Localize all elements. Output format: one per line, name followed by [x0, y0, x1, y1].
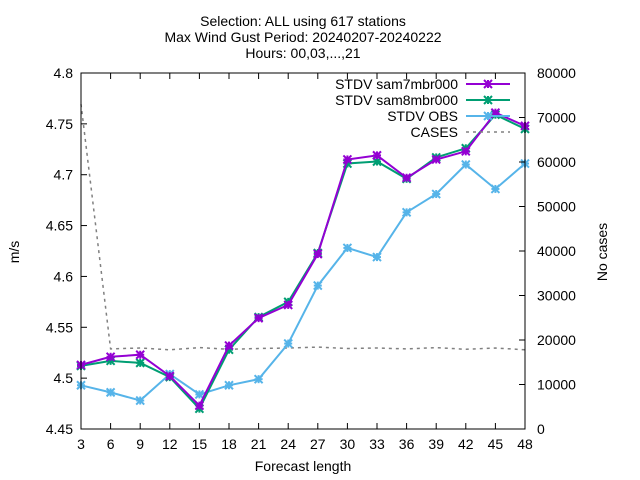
series-group [76, 104, 530, 414]
legend-marker [483, 95, 493, 105]
series-stdv-sam7mbr000-point [313, 249, 323, 259]
title-line-2: Max Wind Gust Period: 20240207-20240222 [164, 29, 441, 45]
y-tick-label: 4.7 [54, 167, 74, 183]
series-stdv-sam7mbr000-point [224, 340, 234, 351]
x-tick-label: 33 [369, 436, 385, 452]
legend-marker [483, 79, 493, 89]
series-stdv-sam7mbr000-point [283, 300, 293, 310]
y-axis-label: m/s [6, 241, 22, 264]
y-tick-label: 4.55 [46, 319, 73, 335]
x-tick-label: 9 [136, 436, 144, 452]
y2-tick-label: 70000 [537, 110, 576, 126]
y2-tick-label: 80000 [537, 65, 576, 81]
axes [80, 72, 526, 430]
x-tick-label: 30 [340, 436, 356, 452]
series-stdv-sam7mbr000-point [165, 371, 175, 381]
series-stdv-obs-line [80, 162, 526, 402]
series-stdv-sam7mbr000-point [431, 154, 441, 165]
series-stdv-obs-point [461, 159, 471, 170]
series-stdv-obs-point [313, 280, 323, 291]
legend-label: CASES [411, 124, 458, 140]
series-stdv-obs-point [283, 338, 293, 349]
series-stdv-obs-point [194, 389, 205, 400]
title-line-1: Selection: ALL using 617 stations [200, 13, 406, 29]
series-stdv-sam7mbr000-point [194, 400, 205, 411]
x-tick-label: 27 [310, 436, 326, 452]
series-stdv-sam7mbr000-point [253, 313, 264, 323]
series-stdv-sam7mbr000-point [401, 173, 412, 183]
series-stdv-sam7mbr000-point [342, 154, 353, 165]
series-stdv-obs-point [224, 380, 234, 390]
x-tick-label: 21 [251, 436, 267, 452]
legend-label: STDV sam8mbr000 [335, 92, 458, 108]
x-tick-label: 45 [488, 436, 504, 452]
series-stdv-sam7mbr000-point [372, 150, 382, 161]
x-tick-label: 39 [428, 436, 444, 452]
x-tick-label: 12 [162, 436, 178, 452]
legend-label: STDV sam7mbr000 [335, 76, 458, 92]
title-line-3: Hours: 00,03,...,21 [245, 45, 360, 61]
series-stdv-sam7mbr000-point [135, 350, 145, 360]
legend-label: STDV OBS [387, 108, 458, 124]
x-tick-label: 15 [192, 436, 208, 452]
series-stdv-sam7mbr000-point [461, 146, 471, 157]
y2-tick-label: 20000 [537, 332, 576, 348]
series-stdv-obs-point [490, 184, 501, 194]
x-tick-label: 24 [280, 436, 296, 452]
x-tick-label: 36 [399, 436, 415, 452]
series-stdv-obs-point [342, 243, 353, 253]
x-tick-label: 42 [458, 436, 474, 452]
y-tick-label: 4.65 [46, 218, 73, 234]
series-stdv-obs-point [401, 207, 412, 218]
y2-tick-label: 30000 [537, 288, 576, 304]
y2-tick-label: 60000 [537, 154, 576, 170]
series-stdv-obs-point [431, 189, 441, 199]
x-tick-label: 48 [517, 436, 533, 452]
series-stdv-sam7mbr000-point [105, 352, 116, 362]
y2-tick-label: 50000 [537, 199, 576, 215]
y-tick-label: 4.5 [54, 370, 74, 386]
series-stdv-sam8mbr000-point [135, 358, 145, 368]
series-stdv-sam8mbr000-line [80, 113, 526, 411]
x-tick-label: 6 [107, 436, 115, 452]
tick-labels: 4.45 4.5 4.55 4.6 4.65 4.7 4.75 4.8 0 10000 20000 3… [46, 65, 576, 452]
series-stdv-obs-point [253, 374, 264, 384]
plot-frame [80, 72, 526, 430]
series-stdv-obs-point [135, 395, 145, 406]
y-tick-label: 4.8 [54, 65, 74, 81]
y2-axis-label: No cases [594, 223, 610, 281]
y-tick-label: 4.45 [46, 421, 73, 437]
x-tick-label: 3 [77, 436, 85, 452]
y2-tick-label: 0 [537, 421, 545, 437]
series-stdv-sam7mbr000-line [80, 111, 526, 408]
x-tick-label: 18 [221, 436, 237, 452]
series-stdv-obs-point [105, 387, 116, 398]
legend-marker [483, 111, 493, 121]
x-axis-label: Forecast length [255, 458, 352, 474]
y2-tick-label: 40000 [537, 243, 576, 259]
y-tick-label: 4.75 [46, 116, 73, 132]
chart-title: Selection: ALL using 617 stations Max Wi… [164, 13, 441, 61]
y2-tick-label: 10000 [537, 377, 576, 393]
y-tick-label: 4.6 [54, 268, 74, 284]
series-stdv-obs-point [372, 252, 382, 262]
